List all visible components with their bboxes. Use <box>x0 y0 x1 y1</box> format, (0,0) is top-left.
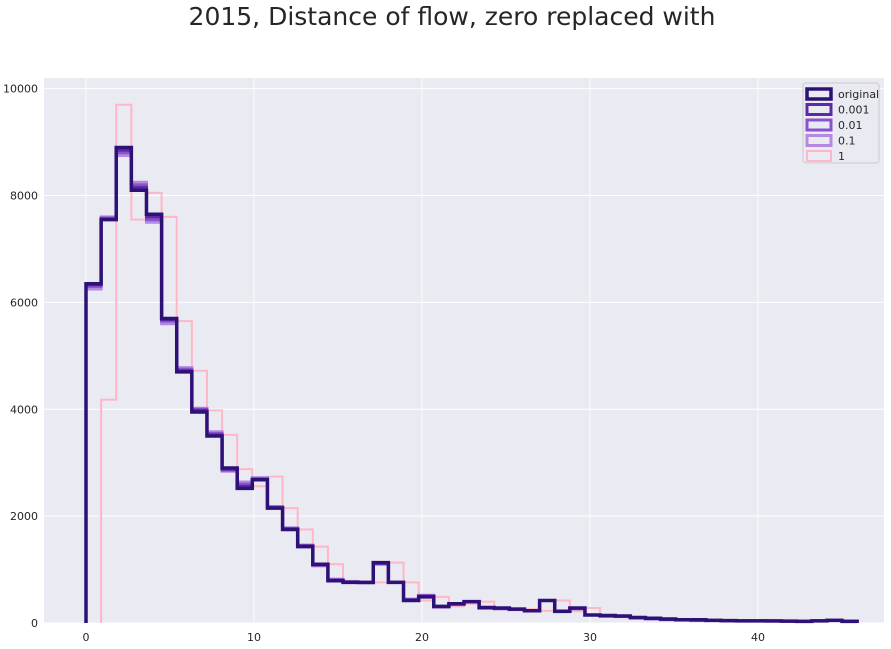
x-tick-label: 20 <box>415 631 429 644</box>
y-tick-label: 10000 <box>3 83 38 96</box>
legend-swatch-0.001 <box>805 103 833 116</box>
legend-label: 0.01 <box>838 119 863 132</box>
y-tick-label: 4000 <box>10 403 38 416</box>
y-tick-label: 6000 <box>10 296 38 309</box>
legend-swatch-1 <box>806 150 832 162</box>
tick-labels: 0 10 20 30 40 0 2000 4000 6000 8000 10000 <box>3 83 765 644</box>
x-tick-label: 0 <box>83 631 90 644</box>
series-step-original <box>84 145 859 624</box>
y-tick-label: 0 <box>31 617 38 630</box>
y-tick-label: 2000 <box>10 510 38 523</box>
y-tick-label: 8000 <box>10 190 38 203</box>
legend: original 0.001 0.01 0.1 1 <box>802 82 880 164</box>
legend-swatch-0.1 <box>805 134 833 147</box>
chart-title: 2015, Distance of flow, zero replaced wi… <box>189 2 716 31</box>
legend-swatch-0.01 <box>805 118 833 132</box>
x-tick-label: 30 <box>583 631 597 644</box>
series-layer <box>84 103 859 624</box>
grid-lines <box>44 78 884 624</box>
legend-label: 0.001 <box>838 104 870 117</box>
x-tick-label: 10 <box>247 631 261 644</box>
legend-label: 1 <box>838 150 845 163</box>
legend-swatch-original <box>805 87 833 101</box>
x-tick-label: 40 <box>751 631 765 644</box>
plot-area <box>44 78 884 623</box>
legend-label: original <box>838 88 879 101</box>
legend-label: 0.1 <box>838 135 856 148</box>
